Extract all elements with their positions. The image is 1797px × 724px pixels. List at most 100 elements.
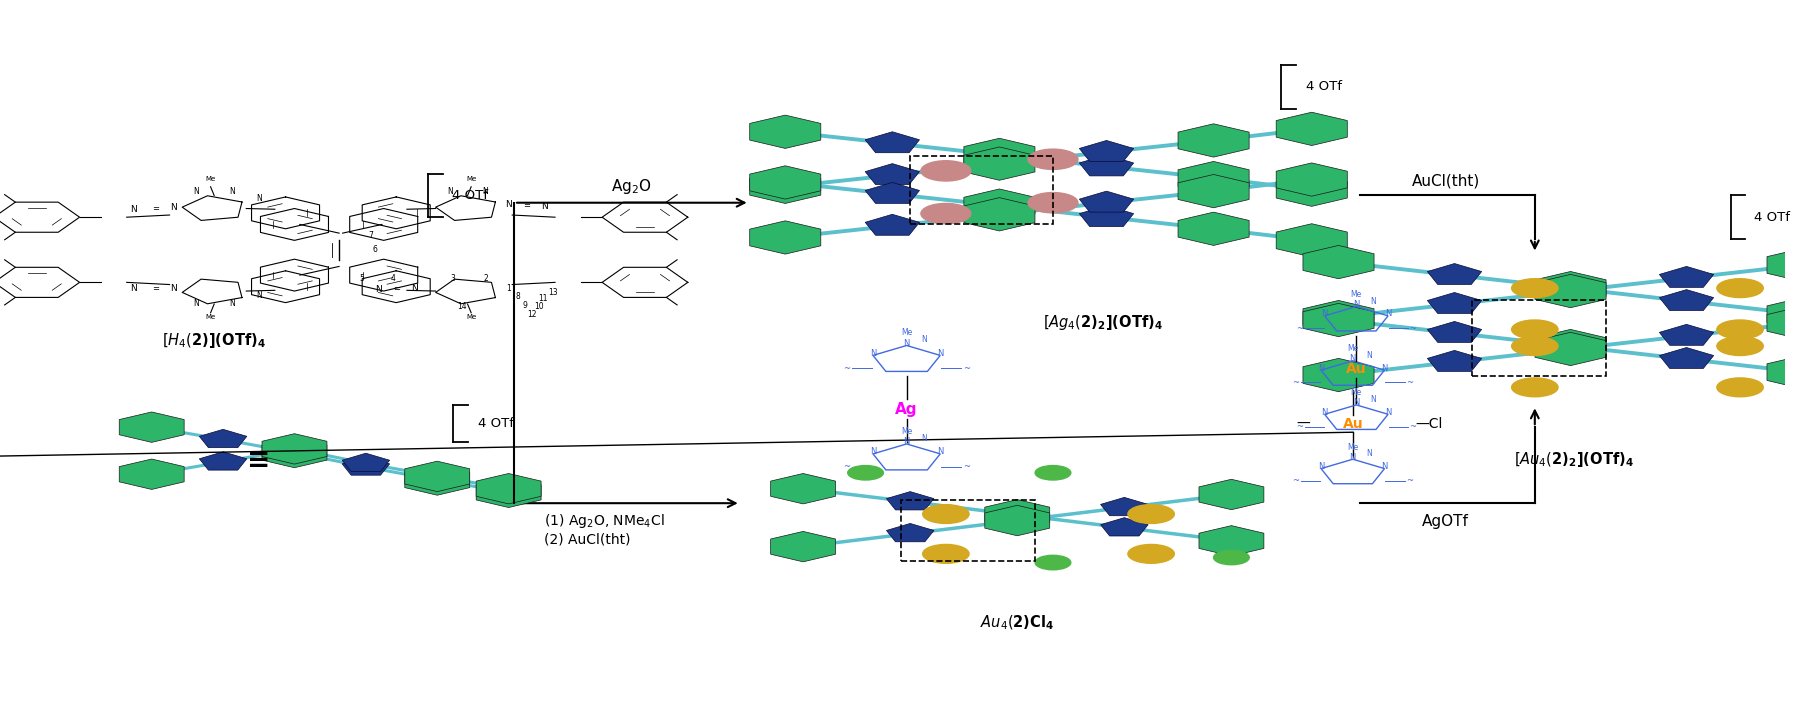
Polygon shape	[1303, 300, 1375, 334]
Text: Ag: Ag	[895, 402, 918, 416]
Polygon shape	[199, 429, 246, 447]
Text: N: N	[936, 447, 943, 456]
Polygon shape	[985, 505, 1049, 536]
Text: 6: 6	[372, 245, 377, 254]
Polygon shape	[1100, 497, 1148, 515]
Text: —Cl: —Cl	[1416, 416, 1443, 431]
Text: N: N	[1321, 309, 1328, 319]
Polygon shape	[262, 434, 327, 464]
Polygon shape	[1427, 264, 1483, 285]
Text: $[Ag_4(\bf{2})_2](OTf)_4$: $[Ag_4(\bf{2})_2](OTf)_4$	[1042, 313, 1163, 332]
Text: ~: ~	[843, 463, 850, 471]
Text: ~: ~	[1292, 476, 1299, 485]
Circle shape	[922, 544, 969, 563]
Text: N: N	[131, 206, 137, 214]
Text: 4 OTf: 4 OTf	[1306, 80, 1342, 93]
Polygon shape	[1427, 350, 1483, 371]
Polygon shape	[262, 437, 327, 468]
Text: $[Au_4(\bf{2})_2](OTf)_4$: $[Au_4(\bf{2})_2](OTf)_4$	[1515, 450, 1633, 469]
Text: (1) Ag$_2$O, NMe$_4$Cl: (1) Ag$_2$O, NMe$_4$Cl	[544, 513, 665, 530]
Text: =: =	[151, 284, 158, 293]
Polygon shape	[864, 132, 920, 153]
Text: ~: ~	[1296, 324, 1303, 332]
Text: Au: Au	[1342, 416, 1364, 431]
Text: =: =	[523, 201, 530, 211]
Circle shape	[1028, 149, 1078, 169]
Text: AgOTf: AgOTf	[1421, 514, 1468, 529]
Circle shape	[848, 466, 884, 480]
Polygon shape	[341, 457, 390, 475]
Polygon shape	[1276, 224, 1348, 257]
Circle shape	[1028, 193, 1078, 213]
Polygon shape	[985, 500, 1049, 530]
Polygon shape	[199, 452, 246, 470]
Text: 4 OTf: 4 OTf	[451, 189, 487, 202]
Polygon shape	[1427, 321, 1483, 342]
Text: N: N	[230, 298, 235, 308]
Text: 9: 9	[523, 301, 527, 310]
Text: 3: 3	[451, 274, 456, 282]
Polygon shape	[1659, 290, 1714, 311]
Polygon shape	[1303, 303, 1375, 337]
Text: N: N	[169, 284, 176, 293]
Text: 4: 4	[390, 274, 395, 283]
Polygon shape	[1179, 212, 1249, 245]
Text: Me: Me	[205, 176, 216, 182]
Text: N: N	[922, 434, 927, 442]
Text: 12: 12	[527, 310, 537, 319]
Polygon shape	[749, 166, 821, 199]
Text: N: N	[922, 335, 927, 344]
Polygon shape	[1276, 173, 1348, 206]
Polygon shape	[1080, 140, 1134, 161]
Polygon shape	[476, 477, 541, 508]
Text: N: N	[194, 298, 199, 308]
Text: Me: Me	[1351, 290, 1362, 299]
Text: N: N	[447, 187, 453, 196]
Text: N: N	[131, 284, 137, 293]
Text: N: N	[1350, 354, 1357, 363]
Circle shape	[1716, 337, 1763, 355]
Polygon shape	[864, 214, 920, 235]
Polygon shape	[963, 198, 1035, 231]
Text: 14: 14	[458, 303, 467, 311]
Text: ~: ~	[963, 463, 970, 471]
Text: N: N	[1353, 300, 1360, 309]
Circle shape	[1511, 337, 1558, 355]
Text: N: N	[1382, 462, 1387, 471]
Text: N: N	[936, 349, 943, 358]
Polygon shape	[963, 138, 1035, 172]
Circle shape	[1716, 320, 1763, 339]
Text: N: N	[1385, 309, 1391, 319]
Text: N: N	[1385, 408, 1391, 417]
Polygon shape	[771, 531, 836, 562]
Circle shape	[1716, 279, 1763, 298]
Polygon shape	[864, 182, 920, 203]
Circle shape	[1129, 544, 1173, 563]
Text: 7: 7	[368, 231, 374, 240]
Circle shape	[922, 505, 969, 523]
Text: ~: ~	[1405, 476, 1412, 485]
Polygon shape	[1199, 479, 1263, 510]
Text: N: N	[255, 194, 262, 203]
Circle shape	[1511, 279, 1558, 298]
Text: N: N	[412, 284, 417, 293]
Text: N: N	[870, 447, 877, 456]
Polygon shape	[1659, 348, 1714, 369]
Polygon shape	[1100, 518, 1148, 536]
Circle shape	[1511, 378, 1558, 397]
Polygon shape	[1766, 355, 1797, 389]
Polygon shape	[1080, 206, 1134, 227]
Text: N: N	[541, 201, 548, 211]
Text: N: N	[1350, 452, 1357, 462]
Circle shape	[1035, 555, 1071, 570]
Text: $Au_4(\bf{2})Cl_4$: $Au_4(\bf{2})Cl_4$	[979, 613, 1055, 632]
Text: =: =	[394, 284, 399, 293]
Text: N: N	[904, 437, 909, 446]
Text: N: N	[230, 187, 235, 196]
Polygon shape	[1766, 306, 1797, 340]
Text: (2) AuCl(tht): (2) AuCl(tht)	[544, 532, 631, 547]
Text: Ag$_2$O: Ag$_2$O	[611, 177, 652, 196]
Text: ≡: ≡	[248, 446, 270, 473]
Polygon shape	[749, 221, 821, 254]
Circle shape	[1129, 505, 1173, 523]
